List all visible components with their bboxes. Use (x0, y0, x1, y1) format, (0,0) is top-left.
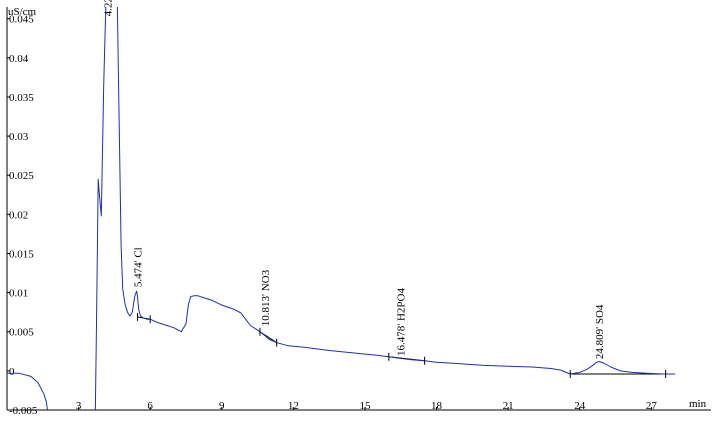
x-tick-label: 3 (76, 400, 82, 412)
x-tick-label: 21 (503, 400, 514, 412)
y-tick-label: -0.005 (9, 405, 38, 417)
x-unit-label: min (689, 398, 707, 410)
peak-label: 10.813' NO3 (260, 269, 272, 326)
peak-label: 4.22 (103, 0, 115, 16)
x-tick-label: 24 (574, 400, 586, 412)
x-tick-label: 27 (646, 400, 658, 412)
y-tick-label: 0.005 (9, 327, 34, 339)
y-tick-label: 0.015 (9, 248, 34, 260)
y-tick-label: 0.045 (9, 14, 34, 26)
y-tick-label: 0.02 (9, 209, 28, 221)
x-tick-label: 18 (431, 400, 443, 412)
x-tick-label: 6 (147, 400, 153, 412)
series-layer (7, 7, 676, 410)
y-tick-label: 0.01 (9, 288, 28, 300)
series-line (7, 7, 676, 410)
peak-label: 16.478' H2PO4 (395, 288, 407, 356)
y-unit-label: uS/cm (8, 6, 37, 18)
x-tick-label: 9 (219, 400, 225, 412)
y-tick-label: 0.035 (9, 92, 34, 104)
peak-label: 5.474' Cl (133, 247, 145, 287)
y-tick-label: 0.03 (9, 131, 29, 143)
integration-marks (137, 312, 667, 379)
axes: -0.005 0 0.005 0.01 0.015 0.02 0.025 0.03 0.035 0… (6, 7, 711, 417)
peak-label: 24.809' SO4 (594, 304, 606, 359)
x-tick-label: 12 (288, 400, 299, 412)
x-tick-label: 15 (359, 400, 371, 412)
y-tick-label: 0 (9, 366, 15, 378)
y-tick-label: 0.04 (9, 53, 29, 65)
y-tick-label: 0.025 (9, 170, 34, 182)
labels-layer: 4.22 5.474' Cl 10.813' NO3 16.478' H2PO4 24.… (103, 0, 606, 359)
